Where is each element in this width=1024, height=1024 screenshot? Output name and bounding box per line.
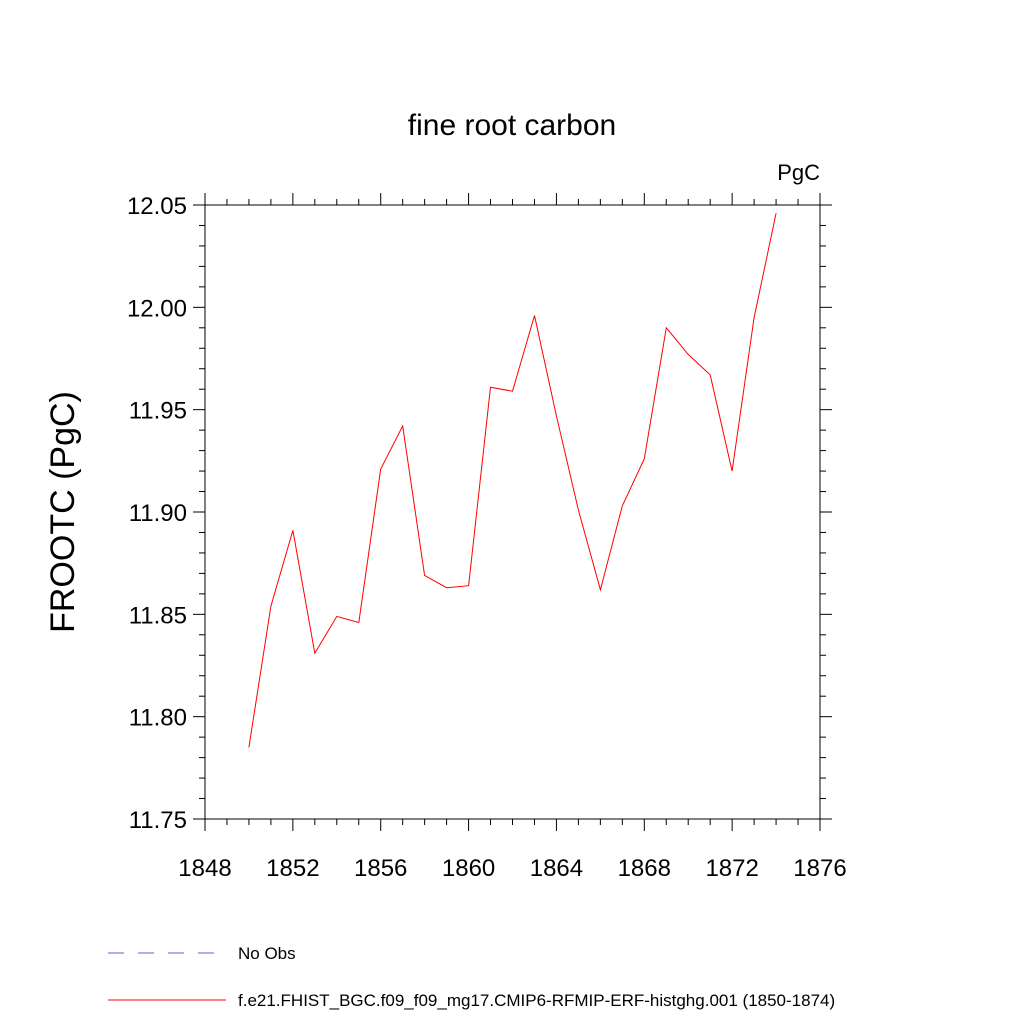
- series-line: [248, 213, 777, 748]
- y-tick-label: 11.85: [129, 602, 187, 629]
- x-tick-label: 1848: [178, 855, 231, 882]
- y-tick-label: 12.05: [127, 193, 187, 220]
- axis-ticks: [193, 193, 832, 831]
- legend: No Obs f.e21.FHIST_BGC.f09_f09_mg17.CMIP6…: [108, 944, 835, 1010]
- x-tick-label: 1856: [354, 855, 407, 882]
- y-tick-label: 11.75: [129, 807, 187, 834]
- legend-label: f.e21.FHIST_BGC.f09_f09_mg17.CMIP6-RFMIP…: [238, 991, 835, 1010]
- tick-labels: 1848 1852 1856 1860 1864 1868 1872 1876 11.75 11.…: [127, 193, 847, 882]
- series-lines: [248, 213, 777, 748]
- x-tick-label: 1872: [705, 855, 758, 882]
- y-tick-label: 11.80: [129, 705, 187, 732]
- x-tick-label: 1868: [618, 855, 671, 882]
- x-tick-label: 1860: [442, 855, 495, 882]
- x-tick-label: 1876: [793, 855, 846, 882]
- legend-label: No Obs: [238, 944, 296, 963]
- units-label: PgC: [777, 160, 820, 185]
- x-tick-label: 1852: [266, 855, 319, 882]
- x-tick-label: 1864: [530, 855, 583, 882]
- y-tick-label: 11.90: [129, 500, 187, 527]
- y-tick-label: 11.95: [129, 398, 187, 425]
- chart-title: fine root carbon: [408, 109, 616, 142]
- y-tick-label: 12.00: [127, 295, 187, 322]
- plot-frame: [204, 204, 821, 820]
- y-axis-label: FROOTC (PgC): [44, 391, 82, 633]
